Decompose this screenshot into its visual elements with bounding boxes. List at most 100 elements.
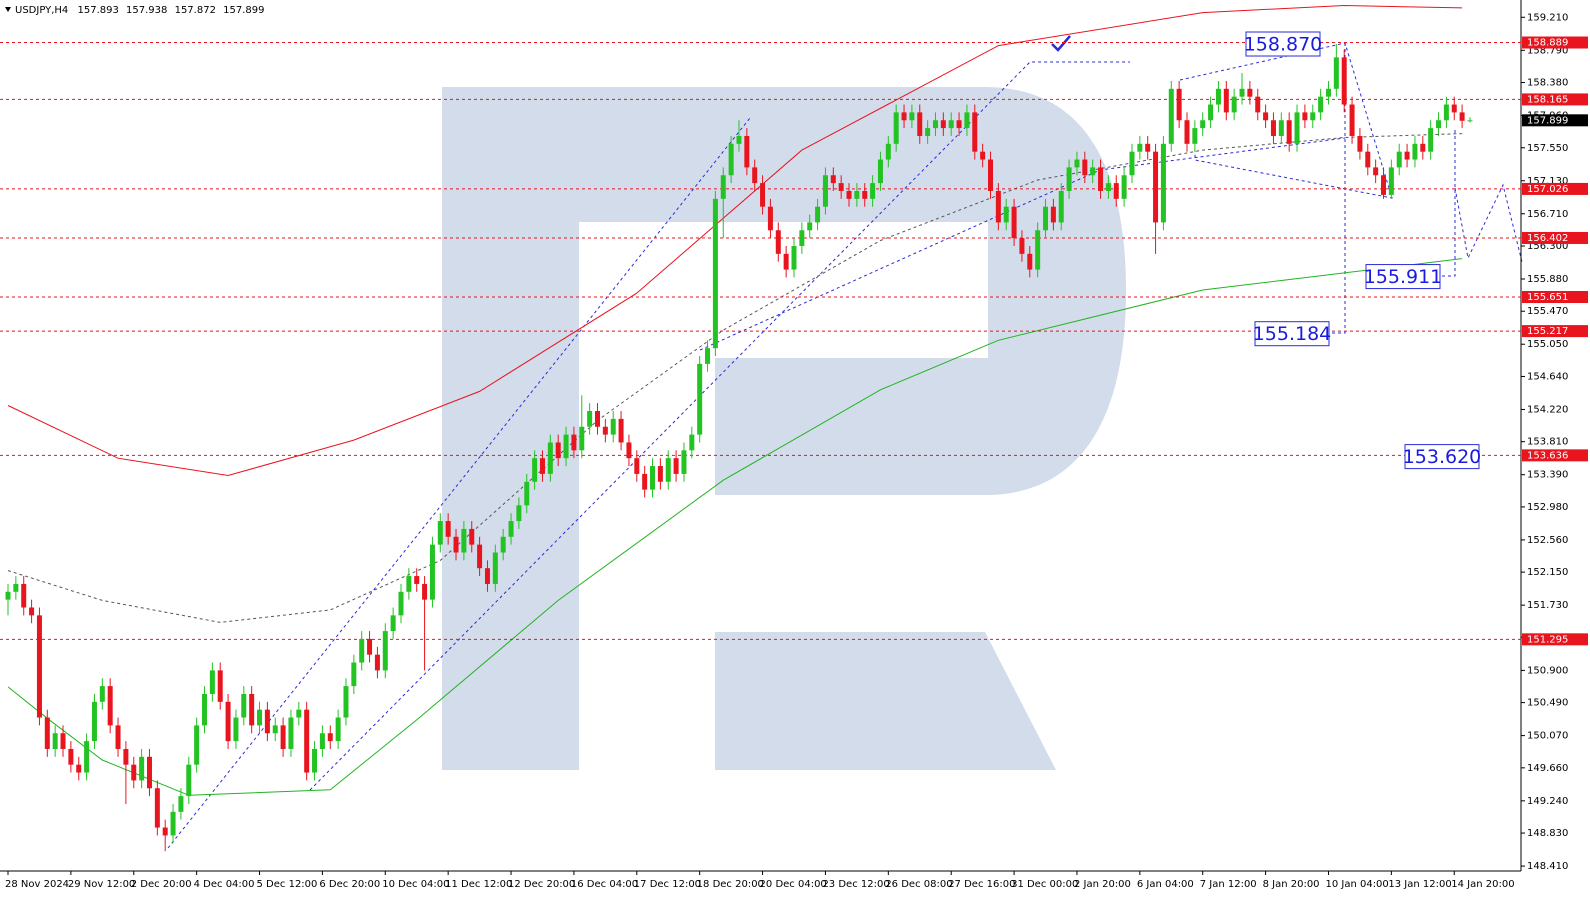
level-tag xyxy=(1522,449,1588,462)
x-tick-label: 2 Dec 20:00 xyxy=(131,879,192,890)
candle-body xyxy=(1325,88,1331,97)
y-tick-label: 152.560 xyxy=(1527,535,1568,546)
y-tick-label: 157.130 xyxy=(1527,176,1568,187)
candle-body xyxy=(146,756,152,789)
current-price: 157.899 xyxy=(1527,115,1568,126)
candle-body xyxy=(374,654,380,671)
y-tick-label: 154.220 xyxy=(1527,404,1568,415)
candle-body xyxy=(429,544,435,600)
candle-body xyxy=(1003,206,1009,223)
candle-body xyxy=(1215,88,1221,105)
candle-body xyxy=(1373,167,1379,176)
candle-body xyxy=(398,591,404,616)
candle-body xyxy=(925,128,931,136)
candle-body xyxy=(579,426,585,451)
y-tick-label: 148.830 xyxy=(1527,828,1568,839)
candle-body xyxy=(44,717,50,749)
candle-body xyxy=(1278,120,1284,136)
candle-body xyxy=(272,725,278,734)
candle-body xyxy=(154,788,160,828)
candle-body xyxy=(870,183,876,199)
candle-body xyxy=(296,709,302,718)
candle-body xyxy=(1310,112,1316,121)
x-tick-label: 11 Dec 12:00 xyxy=(445,879,512,890)
candle-body xyxy=(288,717,294,749)
candle-body xyxy=(469,528,475,545)
candle-body xyxy=(241,693,247,718)
candle-body xyxy=(1388,167,1394,195)
candle-body xyxy=(60,733,66,749)
forecast-box xyxy=(1245,31,1321,57)
watermark-stem xyxy=(442,87,579,770)
candle-body xyxy=(453,536,459,553)
candle-body xyxy=(1011,206,1017,239)
y-tick-label: 149.240 xyxy=(1527,796,1568,807)
candle-body xyxy=(1153,151,1159,223)
candle-body xyxy=(877,159,883,184)
level-tag xyxy=(1522,182,1588,195)
candle-body xyxy=(1381,175,1386,195)
x-tick-label: 31 Dec 00:00 xyxy=(1011,879,1078,890)
candle-body xyxy=(909,112,915,121)
candle-body xyxy=(799,230,805,246)
candle-body xyxy=(492,552,498,584)
forecast-label: 158.870 xyxy=(1244,34,1323,56)
forecast-line xyxy=(1330,43,1346,334)
candle-body xyxy=(1459,112,1465,121)
y-tick-label: 157.550 xyxy=(1527,143,1568,154)
candle-body xyxy=(995,190,1001,223)
candle-body xyxy=(1137,143,1143,152)
candle-body xyxy=(1105,183,1111,191)
candle-body xyxy=(5,591,11,600)
low-price: 157.872 xyxy=(175,5,216,16)
candle-body xyxy=(91,701,97,742)
candle-body xyxy=(139,756,145,781)
y-tick-label: 153.810 xyxy=(1527,437,1568,448)
y-tick-label: 150.490 xyxy=(1527,698,1568,709)
candle-body xyxy=(885,143,891,160)
y-tick-label: 149.660 xyxy=(1527,763,1568,774)
candle-body xyxy=(673,458,679,474)
level-tag xyxy=(1522,325,1588,338)
x-tick-label: 16 Dec 04:00 xyxy=(571,879,638,890)
candle-body xyxy=(705,348,711,364)
candle-body xyxy=(524,481,530,506)
candle-body xyxy=(1231,96,1237,113)
candle-body xyxy=(1082,159,1088,176)
forecast-box xyxy=(1254,321,1330,347)
candle-body xyxy=(68,748,74,765)
level-label: 155.651 xyxy=(1527,292,1568,303)
candle-body xyxy=(335,717,341,742)
candle-body xyxy=(1066,167,1072,191)
level-label: 153.636 xyxy=(1527,450,1568,461)
level-label: 158.889 xyxy=(1527,38,1568,49)
candle-body xyxy=(618,418,624,443)
candle-body xyxy=(359,638,365,663)
candle-body xyxy=(547,442,553,474)
candle-body xyxy=(1443,104,1449,121)
candle-body xyxy=(634,458,640,474)
x-tick-label: 2 Jan 20:00 xyxy=(1074,879,1131,890)
candle-body xyxy=(681,450,687,474)
candle-body xyxy=(712,198,718,349)
candle-body xyxy=(280,725,286,749)
y-tick-label: 156.300 xyxy=(1527,241,1568,252)
candle-body xyxy=(1420,143,1426,152)
y-tick-label: 148.410 xyxy=(1527,861,1568,872)
candle-body xyxy=(854,190,860,199)
candle-body xyxy=(807,222,813,231)
candle-body xyxy=(736,135,742,144)
x-tick-label: 18 Dec 20:00 xyxy=(697,879,764,890)
candle-body xyxy=(351,662,357,687)
candle-body xyxy=(1160,143,1166,223)
forecast-line xyxy=(1440,130,1456,277)
x-tick-label: 17 Dec 12:00 xyxy=(634,879,701,890)
candle-body xyxy=(1090,167,1096,176)
candle-body xyxy=(595,411,600,427)
candle-body xyxy=(304,709,310,773)
candle-body xyxy=(665,458,671,482)
x-tick-label: 26 Dec 08:00 xyxy=(885,879,952,890)
candle-body xyxy=(980,151,986,160)
forecast-label: 153.620 xyxy=(1403,446,1482,468)
